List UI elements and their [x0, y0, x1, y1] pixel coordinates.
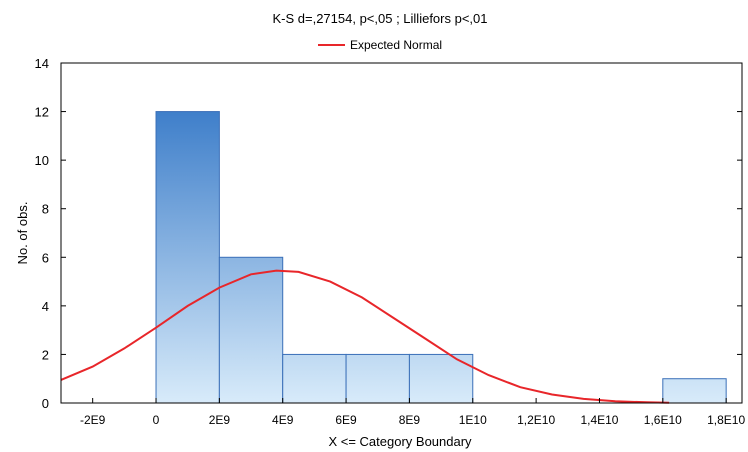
- y-axis-ticks: 0 2 4 6 8 10 12 14: [35, 56, 742, 411]
- x-tick-label: 8E9: [399, 413, 421, 427]
- x-tick-label: 6E9: [335, 413, 357, 427]
- expected-normal-curve: [60, 269, 670, 404]
- y-tick-label: 6: [42, 250, 49, 265]
- plot-frame: [60, 62, 743, 404]
- y-axis-label: No. of obs.: [15, 202, 30, 265]
- x-tick-label: 1,6E10: [644, 413, 682, 427]
- y-tick-label: 0: [42, 396, 49, 411]
- x-tick-label: 0: [153, 413, 160, 427]
- y-tick-label: 14: [35, 56, 49, 71]
- histogram-bar: [282, 353, 347, 404]
- x-tick-label: 2E9: [209, 413, 231, 427]
- y-tick-label: 10: [35, 153, 49, 168]
- histogram-bar: [662, 378, 727, 404]
- histogram-bar: [218, 256, 284, 404]
- x-tick-label: -2E9: [80, 413, 106, 427]
- y-tick-label: 8: [42, 202, 49, 217]
- x-axis-label: X <= Category Boundary: [328, 434, 472, 449]
- legend-label-expected-normal: Expected Normal: [350, 38, 442, 52]
- y-tick-label: 4: [42, 299, 49, 314]
- x-axis-ticks: -2E9 0 2E9 4E9 6E9 8E9 1E10 1,2E10 1,4E10 1,6E10 1…: [80, 398, 745, 427]
- chart-title: K-S d=,27154, p<,05 ; Lilliefors p<,01: [272, 11, 487, 26]
- histogram-bar: [345, 353, 410, 404]
- y-tick-label: 12: [35, 105, 49, 120]
- histogram-bar: [155, 111, 220, 404]
- y-tick-label: 2: [42, 347, 49, 362]
- x-tick-label: 1,2E10: [517, 413, 555, 427]
- x-tick-label: 1,4E10: [580, 413, 618, 427]
- x-tick-label: 4E9: [272, 413, 294, 427]
- x-tick-label: 1E10: [459, 413, 487, 427]
- x-tick-label: 1,8E10: [707, 413, 745, 427]
- curve-layer: [60, 269, 670, 404]
- histogram-bars: [155, 111, 727, 404]
- legend: Expected Normal: [318, 38, 442, 52]
